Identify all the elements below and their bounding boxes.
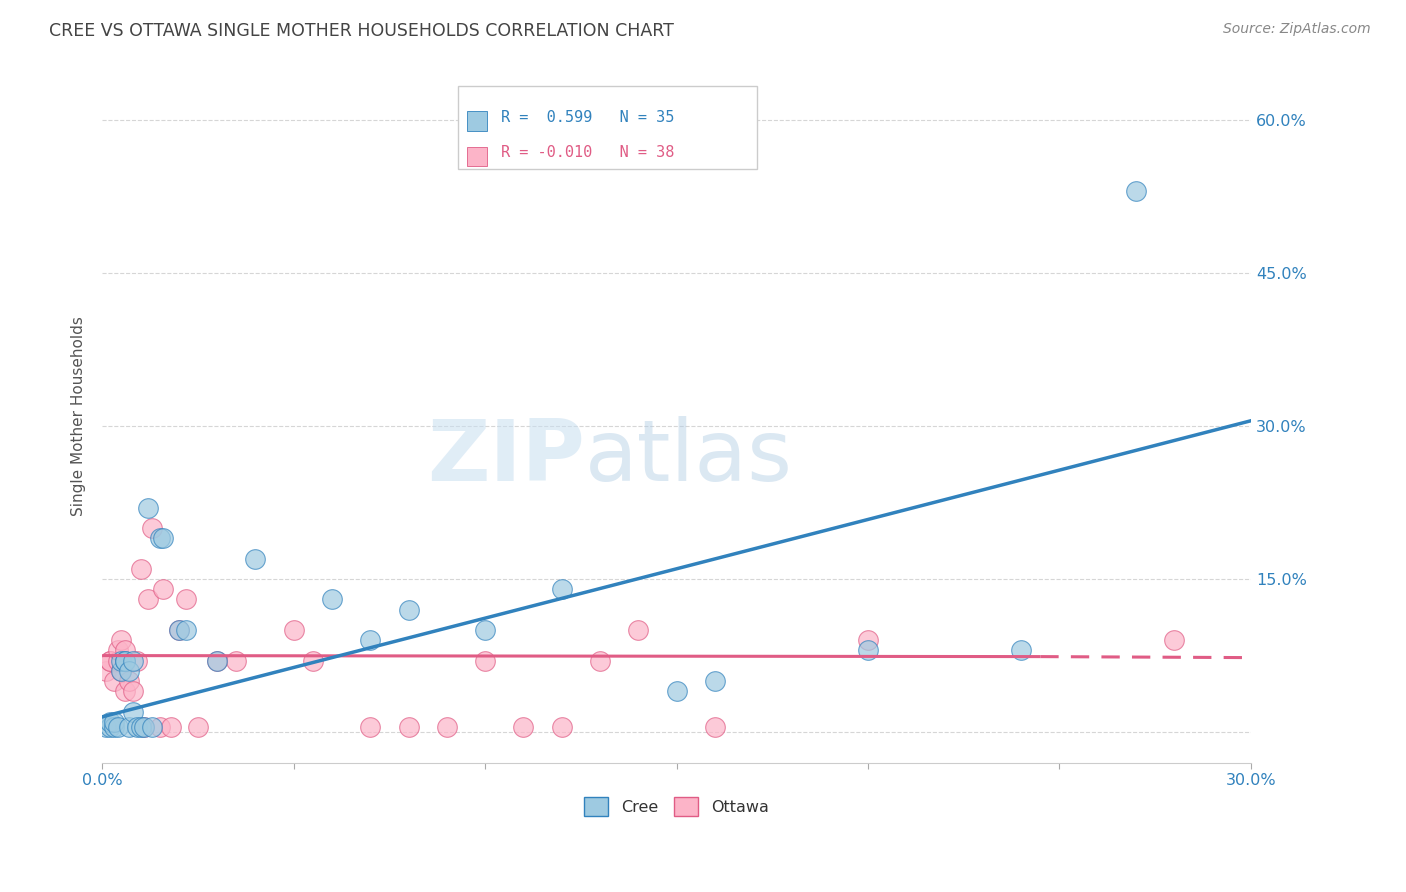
Point — [205, 654, 228, 668]
Point — [1163, 633, 1185, 648]
Point — [125, 654, 148, 668]
Point — [121, 705, 143, 719]
Point — [187, 720, 209, 734]
Point — [141, 720, 163, 734]
Point — [167, 623, 190, 637]
Point — [321, 592, 343, 607]
Point — [107, 720, 129, 734]
Point — [121, 654, 143, 668]
Point — [359, 720, 381, 734]
Point — [436, 720, 458, 734]
Point — [136, 500, 159, 515]
Text: R = -0.010   N = 38: R = -0.010 N = 38 — [501, 145, 673, 160]
Point — [398, 720, 420, 734]
Point — [94, 720, 117, 734]
Point — [359, 633, 381, 648]
Point — [627, 623, 650, 637]
Point — [110, 664, 132, 678]
Point — [474, 654, 496, 668]
Legend: Cree, Ottawa: Cree, Ottawa — [576, 789, 778, 824]
Point — [98, 720, 121, 734]
Text: ZIP: ZIP — [427, 416, 585, 499]
Point — [114, 643, 136, 657]
Point — [125, 720, 148, 734]
Point — [107, 654, 129, 668]
Point — [110, 633, 132, 648]
FancyBboxPatch shape — [468, 147, 486, 167]
Point — [114, 654, 136, 668]
Point — [703, 720, 725, 734]
Point — [129, 720, 152, 734]
Point — [129, 562, 152, 576]
Point — [703, 674, 725, 689]
Point — [98, 654, 121, 668]
Point — [149, 720, 172, 734]
FancyBboxPatch shape — [458, 86, 756, 169]
Point — [512, 720, 534, 734]
Text: Source: ZipAtlas.com: Source: ZipAtlas.com — [1223, 22, 1371, 37]
Point — [205, 654, 228, 668]
Point — [301, 654, 323, 668]
Point — [160, 720, 183, 734]
Point — [107, 643, 129, 657]
Point — [550, 720, 572, 734]
Point — [283, 623, 305, 637]
Point — [149, 531, 172, 545]
Point — [1125, 184, 1147, 198]
Point — [176, 623, 198, 637]
Point — [152, 582, 174, 597]
Point — [94, 664, 117, 678]
Point — [103, 720, 125, 734]
Point — [103, 674, 125, 689]
Text: R =  0.599   N = 35: R = 0.599 N = 35 — [501, 110, 673, 125]
Point — [665, 684, 688, 698]
Point — [136, 592, 159, 607]
Point — [98, 654, 121, 668]
Point — [152, 531, 174, 545]
Point — [121, 684, 143, 698]
Point — [398, 602, 420, 616]
FancyBboxPatch shape — [468, 112, 486, 130]
Point — [474, 623, 496, 637]
Point — [856, 643, 879, 657]
Point — [118, 720, 141, 734]
Point — [98, 714, 121, 729]
Point — [225, 654, 247, 668]
Point — [134, 720, 156, 734]
Point — [176, 592, 198, 607]
Point — [134, 720, 156, 734]
Point — [114, 684, 136, 698]
Point — [589, 654, 612, 668]
Y-axis label: Single Mother Households: Single Mother Households — [72, 316, 86, 516]
Point — [550, 582, 572, 597]
Point — [114, 654, 136, 668]
Point — [110, 664, 132, 678]
Point — [118, 674, 141, 689]
Point — [167, 623, 190, 637]
Point — [110, 654, 132, 668]
Point — [245, 551, 267, 566]
Text: CREE VS OTTAWA SINGLE MOTHER HOUSEHOLDS CORRELATION CHART: CREE VS OTTAWA SINGLE MOTHER HOUSEHOLDS … — [49, 22, 673, 40]
Point — [118, 664, 141, 678]
Point — [1010, 643, 1032, 657]
Text: atlas: atlas — [585, 416, 793, 499]
Point — [103, 714, 125, 729]
Point — [856, 633, 879, 648]
Point — [141, 521, 163, 535]
